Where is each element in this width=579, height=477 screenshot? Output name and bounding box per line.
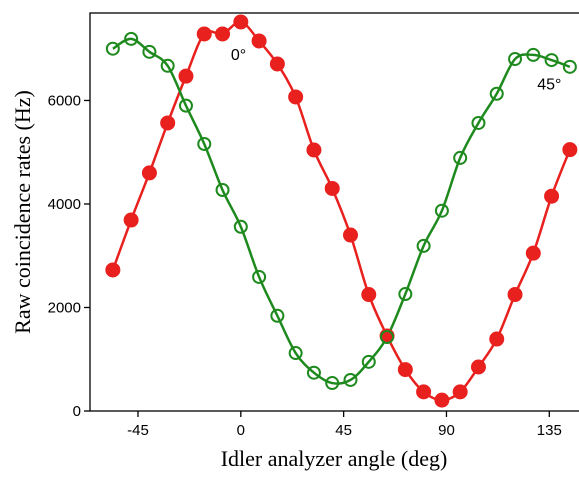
data-point	[306, 365, 321, 380]
data-point	[544, 188, 560, 204]
y-tick-label: 2000	[48, 299, 81, 316]
data-point	[105, 41, 120, 56]
data-point	[416, 384, 432, 400]
data-point	[343, 372, 358, 387]
data-point	[434, 392, 450, 408]
data-point	[507, 287, 523, 303]
data-point	[124, 31, 139, 46]
data-point	[233, 219, 248, 234]
fit-line	[112, 37, 571, 385]
data-point	[434, 203, 449, 218]
y-tick-label: 6000	[48, 92, 81, 109]
data-point	[380, 329, 395, 344]
data-point	[489, 86, 504, 101]
data-point	[105, 262, 121, 278]
data-point	[508, 52, 523, 67]
data-point	[471, 115, 486, 130]
data-point	[233, 14, 249, 30]
data-point	[361, 354, 376, 369]
data-point	[526, 47, 541, 62]
data-point	[178, 68, 194, 84]
data-point	[141, 165, 157, 181]
x-tick-label: 0	[237, 422, 245, 439]
x-tick-label: 135	[537, 422, 562, 439]
data-point	[562, 59, 577, 74]
data-point	[453, 150, 468, 165]
data-point	[197, 136, 212, 151]
x-axis-label: Idler analyzer angle (deg)	[221, 446, 448, 471]
data-point	[269, 56, 285, 72]
x-tick-label: -45	[127, 422, 149, 439]
data-point	[525, 245, 541, 261]
x-tick-label: 45	[335, 422, 352, 439]
annotation: 0°	[231, 47, 246, 64]
data-point	[288, 346, 303, 361]
data-point	[288, 89, 304, 105]
data-point	[215, 26, 231, 42]
data-point	[123, 212, 139, 228]
data-point	[470, 359, 486, 375]
y-tick-label: 4000	[48, 196, 81, 213]
data-point	[398, 287, 413, 302]
data-point	[215, 183, 230, 198]
data-point	[562, 142, 578, 158]
data-point	[325, 376, 340, 391]
x-tick-label: 90	[438, 422, 455, 439]
data-point	[452, 384, 468, 400]
data-point	[196, 26, 212, 42]
data-point	[160, 115, 176, 131]
plot-frame	[89, 12, 579, 412]
data-point	[361, 287, 377, 303]
data-point	[324, 180, 340, 196]
data-point	[252, 269, 267, 284]
data-point	[342, 227, 358, 243]
data-point	[489, 331, 505, 347]
data-point	[306, 142, 322, 158]
data-point	[270, 308, 285, 323]
data-point	[251, 33, 267, 49]
y-tick-label: 0	[73, 403, 81, 420]
data-point	[416, 238, 431, 253]
annotation: 45°	[537, 77, 561, 94]
data-point	[397, 362, 413, 378]
data-point	[178, 98, 193, 113]
data-point	[160, 58, 175, 73]
data-point	[544, 53, 559, 68]
y-axis-label: Raw coincidence rates (Hz)	[10, 90, 35, 334]
data-point	[142, 44, 157, 59]
